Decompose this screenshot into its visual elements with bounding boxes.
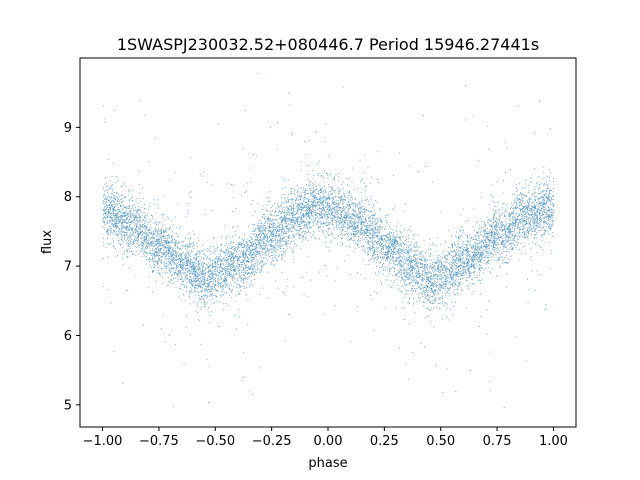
y-tick-label: 9 (64, 121, 72, 136)
y-tick-label: 8 (64, 190, 72, 205)
x-tick-label: 1.00 (539, 434, 568, 449)
x-tick-label: 0.00 (314, 434, 343, 449)
chart-title: 1SWASPJ230032.52+080446.7 Period 15946.2… (117, 35, 539, 54)
y-tick-label: 7 (64, 260, 72, 275)
y-axis-ticks: 5 6 7 8 9 (64, 121, 80, 413)
x-tick-label: −1.00 (83, 434, 123, 449)
x-axis-ticks: −1.00 −0.75 −0.50 −0.25 0.00 0.25 0.50 0.75 1.00 (83, 427, 568, 449)
x-tick-label: −0.50 (195, 434, 235, 449)
x-tick-label: 0.25 (370, 434, 399, 449)
y-tick-label: 6 (64, 329, 72, 344)
x-tick-label: −0.75 (139, 434, 179, 449)
y-tick-label: 5 (64, 398, 72, 413)
x-tick-label: −0.25 (252, 434, 292, 449)
y-axis-label: flux (40, 230, 55, 254)
x-axis-label: phase (308, 456, 347, 471)
x-tick-label: 0.75 (483, 434, 512, 449)
x-tick-label: 0.50 (426, 434, 455, 449)
